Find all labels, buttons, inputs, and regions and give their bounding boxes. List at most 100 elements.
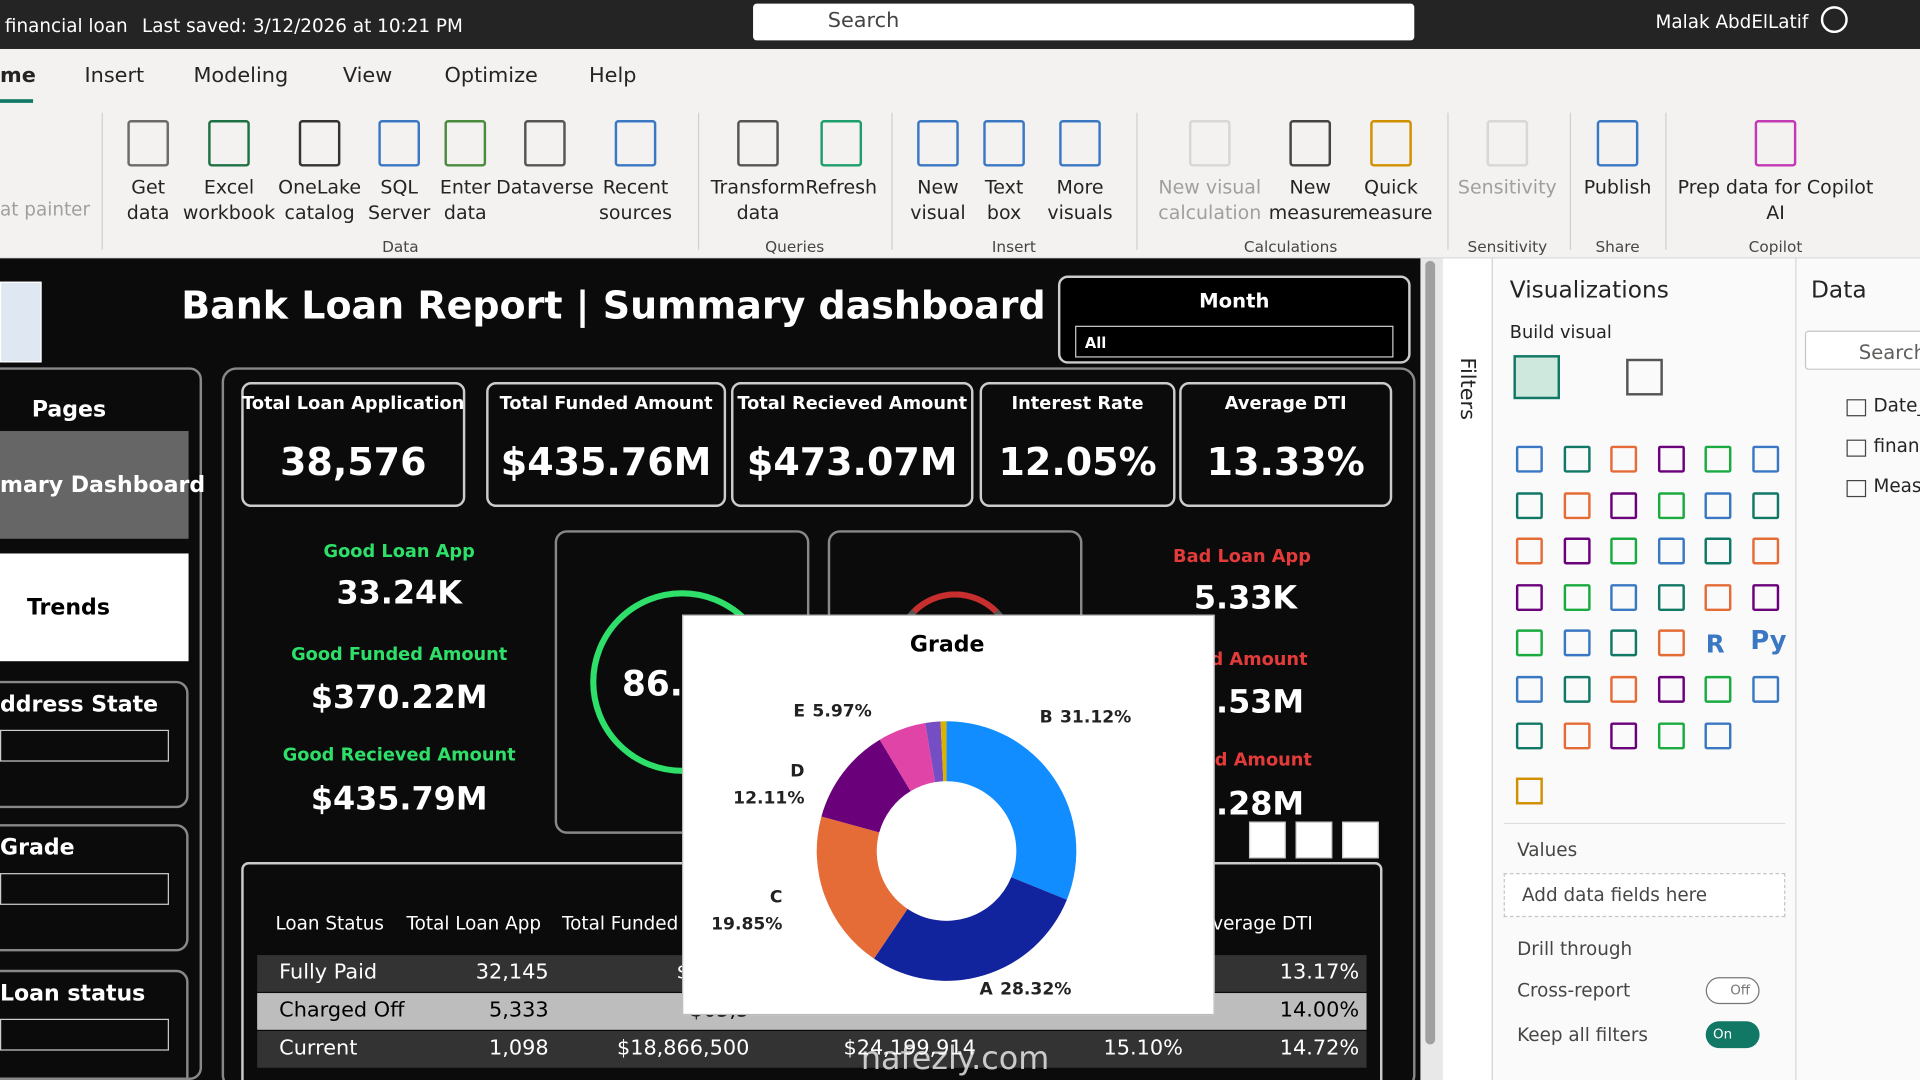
ribbon-button-label[interactable]: measure <box>1349 202 1433 225</box>
data-search[interactable] <box>1804 330 1920 370</box>
donut-segment[interactable] <box>946 721 1077 900</box>
donut-segment[interactable] <box>816 816 908 959</box>
visual-type-icon[interactable] <box>1751 445 1779 473</box>
search-placeholder[interactable]: Search <box>827 8 900 34</box>
visual-header-filter[interactable] <box>1248 821 1286 859</box>
visual-type-icon[interactable] <box>1563 721 1591 749</box>
ribbon-button-label[interactable]: More <box>1056 176 1104 199</box>
visual-header-more[interactable] <box>1342 821 1379 859</box>
ribbon-icon[interactable] <box>208 120 250 167</box>
ribbon-button-label[interactable]: Sensitivity <box>1457 176 1557 199</box>
ribbon-button-label[interactable]: data <box>126 202 170 225</box>
visual-type[interactable]: Py <box>1750 626 1787 656</box>
visual-type-icon[interactable] <box>1610 629 1638 657</box>
visual-type-icon[interactable] <box>1610 721 1638 749</box>
ribbon-button-label[interactable]: Dataverse <box>496 176 594 199</box>
visual-type-icon[interactable] <box>1751 675 1779 703</box>
ribbon-button-label[interactable]: SQL <box>380 176 418 199</box>
donut-segment[interactable] <box>940 721 947 782</box>
visual-type-icon[interactable] <box>1704 491 1732 519</box>
visual-type-icon[interactable] <box>1657 629 1685 657</box>
ribbon-button-label[interactable]: visuals <box>1047 202 1113 225</box>
ribbon-tab[interactable]: View <box>342 63 393 89</box>
table-header[interactable]: Total Funded <box>562 912 679 935</box>
ribbon-button-label[interactable]: Transform <box>710 176 806 199</box>
visual-type-icon[interactable] <box>1704 583 1732 611</box>
visual-type-icon[interactable] <box>1515 721 1543 749</box>
visual-type-icon[interactable] <box>1563 583 1591 611</box>
ribbon-icon[interactable] <box>127 120 169 167</box>
visual-type-icon[interactable] <box>1751 583 1779 611</box>
page-tab-label[interactable]: mary Dashboard <box>0 472 206 499</box>
visual-type-icon[interactable] <box>1657 675 1685 703</box>
ribbon-button-label[interactable]: data <box>736 202 780 225</box>
ribbon-button-label[interactable]: sources <box>599 202 672 225</box>
visual-type-icon[interactable] <box>1563 675 1591 703</box>
filters-pane[interactable] <box>1442 258 1493 1080</box>
visual-type-icon[interactable] <box>1657 537 1685 565</box>
ribbon-button-label[interactable]: AI <box>1766 202 1785 225</box>
table-header[interactable]: verage DTI <box>1212 912 1313 935</box>
donut-segment[interactable] <box>879 722 936 792</box>
visual-type-icon[interactable] <box>1610 537 1638 565</box>
format-painter[interactable]: at painter <box>0 198 91 221</box>
visual-type-icon[interactable] <box>1610 445 1638 473</box>
ribbon-button-label[interactable]: workbook <box>182 202 276 225</box>
ribbon-button-label[interactable]: Publish <box>1583 176 1652 199</box>
visual-type-icon[interactable] <box>1610 675 1638 703</box>
toggle-on[interactable] <box>1705 1021 1760 1049</box>
ribbon-icon[interactable] <box>820 120 863 167</box>
ribbon-button-label[interactable]: Recent <box>602 176 669 199</box>
format-visual-tab[interactable] <box>1626 358 1663 396</box>
page-tab[interactable] <box>0 431 189 539</box>
ribbon-icon[interactable] <box>298 120 341 167</box>
visual-type-icon[interactable] <box>1704 537 1732 565</box>
slicer-dropdown[interactable] <box>0 729 169 762</box>
donut-segment[interactable] <box>821 739 911 833</box>
page-tab[interactable] <box>0 553 189 662</box>
ribbon-tab[interactable]: Modeling <box>193 63 289 89</box>
ribbon-button-label[interactable]: Quick <box>1364 176 1418 199</box>
ribbon-tab[interactable]: Optimize <box>444 63 538 89</box>
ribbon-button-label[interactable]: Excel <box>203 176 255 199</box>
visual-header-focus[interactable] <box>1295 821 1333 859</box>
slicer-dropdown[interactable] <box>0 1018 169 1051</box>
visual-type-icon[interactable] <box>1515 629 1543 657</box>
visual-type-icon[interactable] <box>1515 491 1543 519</box>
visual-type-icon[interactable] <box>1610 491 1638 519</box>
visual-type-icon[interactable] <box>1751 491 1779 519</box>
ribbon-icon[interactable] <box>614 120 657 167</box>
ribbon-button-label[interactable]: Text <box>984 176 1024 199</box>
visual-type-icon[interactable] <box>1563 537 1591 565</box>
ribbon-icon[interactable] <box>1486 120 1529 167</box>
visual-type-icon[interactable] <box>1704 445 1732 473</box>
visual-type-icon[interactable] <box>1704 721 1732 749</box>
ribbon-icon[interactable] <box>524 120 566 167</box>
data-table-item[interactable]: financ <box>1873 434 1920 457</box>
table-header[interactable]: Total Loan App <box>406 912 542 935</box>
visual-type-icon[interactable] <box>1515 537 1543 565</box>
visual-type-icon[interactable] <box>1610 583 1638 611</box>
visual-type-icon[interactable] <box>1563 491 1591 519</box>
search-box[interactable] <box>753 3 1415 41</box>
ribbon-button-label[interactable]: data <box>443 202 487 225</box>
table-header[interactable]: Loan Status <box>275 912 384 935</box>
ribbon-icon[interactable] <box>1596 120 1639 167</box>
visual-type-icon[interactable] <box>1563 629 1591 657</box>
ribbon-icon[interactable] <box>1188 120 1231 167</box>
well-placeholder[interactable]: Add data fields here <box>1522 884 1708 907</box>
ribbon-icon[interactable] <box>1059 120 1101 167</box>
visual-type-icon[interactable] <box>1657 491 1685 519</box>
ribbon-button-label[interactable]: Get <box>131 176 166 199</box>
month-dropdown[interactable] <box>1075 325 1394 358</box>
ribbon-button-label[interactable]: Refresh <box>805 176 878 199</box>
ribbon-button-label[interactable]: measure <box>1268 202 1352 225</box>
toggle-off[interactable] <box>1705 977 1760 1005</box>
ribbon-button-label[interactable]: calculation <box>1158 202 1262 225</box>
visual-type-icon[interactable] <box>1515 777 1543 805</box>
ribbon-button-label[interactable]: visual <box>910 202 966 225</box>
data-table-item[interactable]: Date_ <box>1873 394 1920 417</box>
ribbon-tab[interactable]: Insert <box>84 63 145 89</box>
donut-segment[interactable] <box>925 721 944 783</box>
ribbon-button-label[interactable]: New <box>917 176 959 199</box>
